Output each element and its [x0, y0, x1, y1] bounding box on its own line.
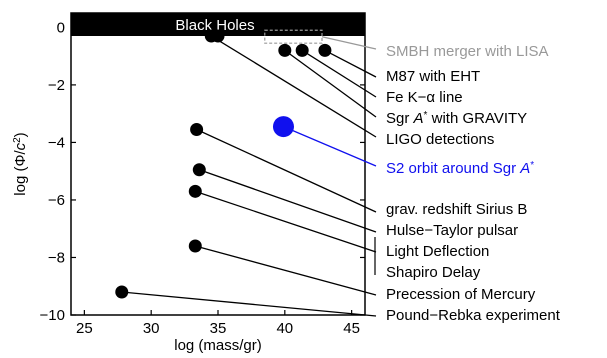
- data-point: [211, 29, 225, 43]
- data-point: [295, 43, 309, 57]
- x-tick-label: 25: [76, 320, 93, 337]
- connector-line: [284, 49, 377, 118]
- data-point: [190, 122, 204, 136]
- y-tick-label: −8: [48, 249, 65, 266]
- connector-lines: [121, 35, 377, 317]
- connector-line: [195, 245, 377, 296]
- data-point: [115, 285, 129, 299]
- test-label: Precession of Mercury: [386, 286, 536, 303]
- plot-frame: [70, 12, 366, 316]
- connector-line: [301, 49, 377, 98]
- test-label: Pound−Rebka experiment: [386, 307, 561, 324]
- data-point: [188, 239, 202, 253]
- y-tick-label: −6: [48, 192, 65, 209]
- test-label: SMBH merger with LISA: [386, 43, 549, 60]
- connector-line: [321, 36, 377, 50]
- data-point: [278, 43, 292, 57]
- x-axis-ticks: 25 30 35 40 45: [76, 13, 360, 337]
- y-tick-label: −10: [40, 307, 65, 324]
- test-label: Hulse−Taylor pulsar: [386, 222, 518, 239]
- connector-line: [196, 128, 377, 213]
- test-labels: SMBH merger with LISA M87 with EHT Fe K−α …: [386, 43, 561, 324]
- black-holes-label: Black Holes: [175, 17, 254, 34]
- data-point: [192, 163, 206, 177]
- connector-line: [283, 126, 377, 167]
- connector-line: [210, 35, 377, 138]
- x-tick-label: 40: [276, 320, 293, 337]
- y-axis-title: log (Φ/c2): [12, 132, 30, 195]
- x-tick-label: 45: [343, 320, 360, 337]
- test-label: M87 with EHT: [386, 68, 480, 85]
- data-point: [318, 43, 332, 57]
- connector-line: [121, 291, 377, 317]
- data-point: [188, 184, 202, 198]
- y-axis-ticks: 0 −2 −4 −6 −8 −10: [40, 19, 365, 324]
- test-label: Fe K−α line: [386, 89, 463, 106]
- x-axis-title: log (mass/gr): [174, 337, 262, 353]
- s2-marker: [272, 116, 294, 138]
- test-label: S2 orbit around Sgr A*: [386, 160, 534, 178]
- x-tick-label: 30: [143, 320, 160, 337]
- connector-line: [199, 169, 377, 233]
- test-label: grav. redshift Sirius B: [386, 201, 527, 218]
- test-label: Sgr A* with GRAVITY: [386, 110, 527, 128]
- connector-line: [324, 49, 377, 78]
- y-tick-label: −4: [48, 134, 65, 151]
- y-tick-label: −2: [48, 77, 65, 94]
- connector-line: [195, 190, 377, 253]
- data-markers: [115, 29, 332, 299]
- test-label: Shapiro Delay: [386, 264, 481, 281]
- x-tick-label: 35: [210, 320, 227, 337]
- test-label: LIGO detections: [386, 131, 494, 148]
- test-label: Light Deflection: [386, 243, 489, 260]
- y-tick-label: 0: [57, 19, 65, 36]
